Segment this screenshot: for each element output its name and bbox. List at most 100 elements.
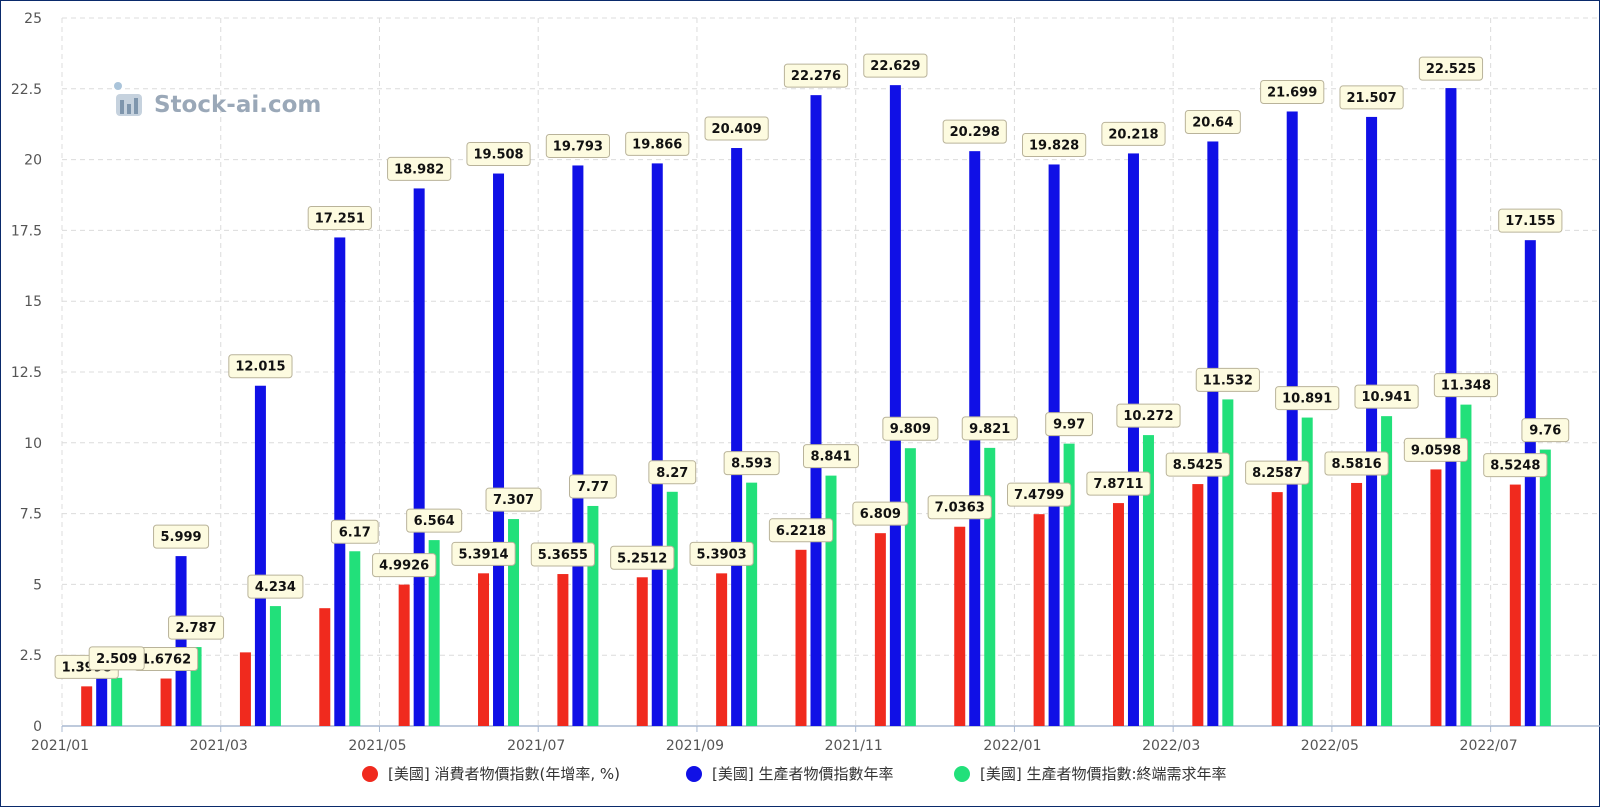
bar-s1-2021/05 (398, 584, 410, 726)
data-label-box (768, 518, 834, 543)
logo-icon (114, 82, 142, 116)
bar-s2-2022/02 (1127, 153, 1139, 726)
y-tick-label: 2.5 (20, 648, 42, 664)
data-label-box (1007, 482, 1072, 507)
legend[interactable]: [美國] 消費者物價指數(年增率, %) [美國] 生產者物價指數年率 [美國] 生… (362, 765, 1227, 783)
bar-s3-2021/06 (508, 519, 520, 726)
y-axis-ticks: 0 2.5 5 7.5 10 12.5 15 17.5 20 22.5 25 (11, 11, 42, 735)
data-label-box (882, 416, 939, 441)
data-label-box (610, 545, 675, 570)
bar-s3-2022/06 (1460, 404, 1472, 726)
bar-s1-2021/04 (319, 608, 331, 726)
data-label: 18.982 (394, 162, 444, 177)
data-label-box (942, 119, 1007, 144)
data-label: 4.9926 (379, 559, 429, 574)
data-label-box (689, 541, 754, 566)
bar-s3-2022/03 (1222, 399, 1234, 726)
data-label-box (1324, 451, 1389, 476)
bar-s1-2021/03 (239, 652, 251, 726)
legend-item-1[interactable]: [美國] 消費者物價指數(年增率, %) (362, 765, 620, 783)
bar-s2-2021/10 (810, 95, 822, 726)
bar-s2-2022/03 (1207, 141, 1219, 726)
bar-s2-2021/05 (413, 188, 425, 727)
bar-s1-2021/01 (81, 686, 93, 726)
bar-s1-2022/02 (1112, 503, 1124, 726)
data-label: 5.3914 (458, 547, 508, 562)
bar-s1-2021/09 (716, 573, 728, 726)
data-label: 9.809 (890, 422, 931, 437)
x-tick-label: 2021/03 (190, 738, 248, 754)
bar-s3-2021/10 (825, 475, 837, 726)
data-label: 11.532 (1203, 373, 1253, 388)
data-label-box (1195, 367, 1260, 392)
data-label-box (1339, 85, 1404, 110)
bar-s3-2021/05 (428, 540, 440, 726)
data-label: 12.015 (235, 360, 285, 375)
bar-s3-2022/02 (1142, 435, 1154, 726)
bar-s1-2022/07 (1509, 484, 1521, 726)
data-label-box (927, 495, 992, 520)
x-tick-label: 2021/11 (825, 738, 883, 754)
data-label-box (330, 519, 379, 544)
data-label: 8.593 (731, 457, 772, 472)
bar-s3-2021/07 (587, 505, 599, 726)
bar-s3-2022/07 (1539, 449, 1551, 726)
data-label: 9.76 (1529, 424, 1561, 439)
data-label: 21.507 (1346, 91, 1396, 106)
data-label: 22.525 (1426, 62, 1476, 77)
bar-s3-2021/08 (666, 491, 678, 726)
legend-item-2[interactable]: [美國] 生產者物價指數年率 (686, 765, 893, 783)
bar-s2-2021/06 (493, 173, 505, 726)
data-label: 17.251 (315, 211, 365, 226)
data-label: 6.809 (860, 507, 901, 522)
y-tick-label: 17.5 (11, 223, 42, 239)
data-label: 6.17 (339, 525, 371, 540)
legend-label: [美國] 生產者物價指數年率 (712, 765, 893, 783)
data-label: 5.3903 (697, 547, 747, 562)
data-label: 19.793 (553, 139, 603, 154)
data-label: 19.508 (473, 148, 523, 163)
bar-s1-2022/01 (1033, 514, 1045, 726)
data-label: 19.866 (632, 137, 682, 152)
bar-s2-2022/01 (1048, 164, 1060, 726)
data-label-box (88, 646, 145, 671)
legend-item-3[interactable]: [美國] 生產者物價指數:終端需求年率 (954, 765, 1227, 783)
data-label-box (307, 205, 372, 230)
x-tick-label: 2022/07 (1460, 738, 1518, 754)
bar-s3-2022/05 (1381, 416, 1393, 726)
data-label: 17.155 (1505, 214, 1555, 229)
data-label-box (783, 63, 849, 88)
x-tick-label: 2021/09 (666, 738, 724, 754)
data-label: 10.272 (1123, 409, 1173, 424)
bar-s2-2022/07 (1524, 240, 1536, 726)
data-label: 1.6762 (141, 653, 191, 668)
bar-s2-2021/03 (254, 385, 266, 726)
legend-label: [美國] 生產者物價指數:終端需求年率 (980, 765, 1227, 783)
y-tick-label: 7.5 (20, 507, 42, 523)
data-label-box (648, 460, 697, 485)
data-label-box (451, 541, 516, 566)
legend-marker (362, 766, 378, 782)
bar-s1-2022/03 (1192, 484, 1204, 726)
bar-s2-2021/02 (175, 556, 187, 726)
data-label: 2.509 (96, 652, 137, 667)
data-label: 7.307 (493, 493, 534, 508)
x-tick-label: 2021/01 (31, 738, 89, 754)
bar-s2-2021/11 (889, 85, 901, 726)
data-label: 11.348 (1441, 379, 1491, 394)
data-label: 20.218 (1108, 127, 1158, 142)
data-label-box (485, 487, 542, 512)
data-label: 20.298 (950, 125, 1000, 140)
bar-s2-2021/07 (572, 165, 584, 727)
data-label: 4.234 (255, 580, 296, 595)
bar-s3-2021/11 (904, 448, 916, 726)
data-label-box (723, 451, 780, 476)
bar-s1-2021/07 (557, 574, 569, 726)
data-label-box (153, 524, 210, 549)
data-label: 9.821 (969, 422, 1010, 437)
legend-label: [美國] 消費者物價指數(年增率, %) (388, 765, 620, 783)
data-label-box (372, 553, 437, 578)
y-tick-label: 5 (33, 577, 42, 593)
